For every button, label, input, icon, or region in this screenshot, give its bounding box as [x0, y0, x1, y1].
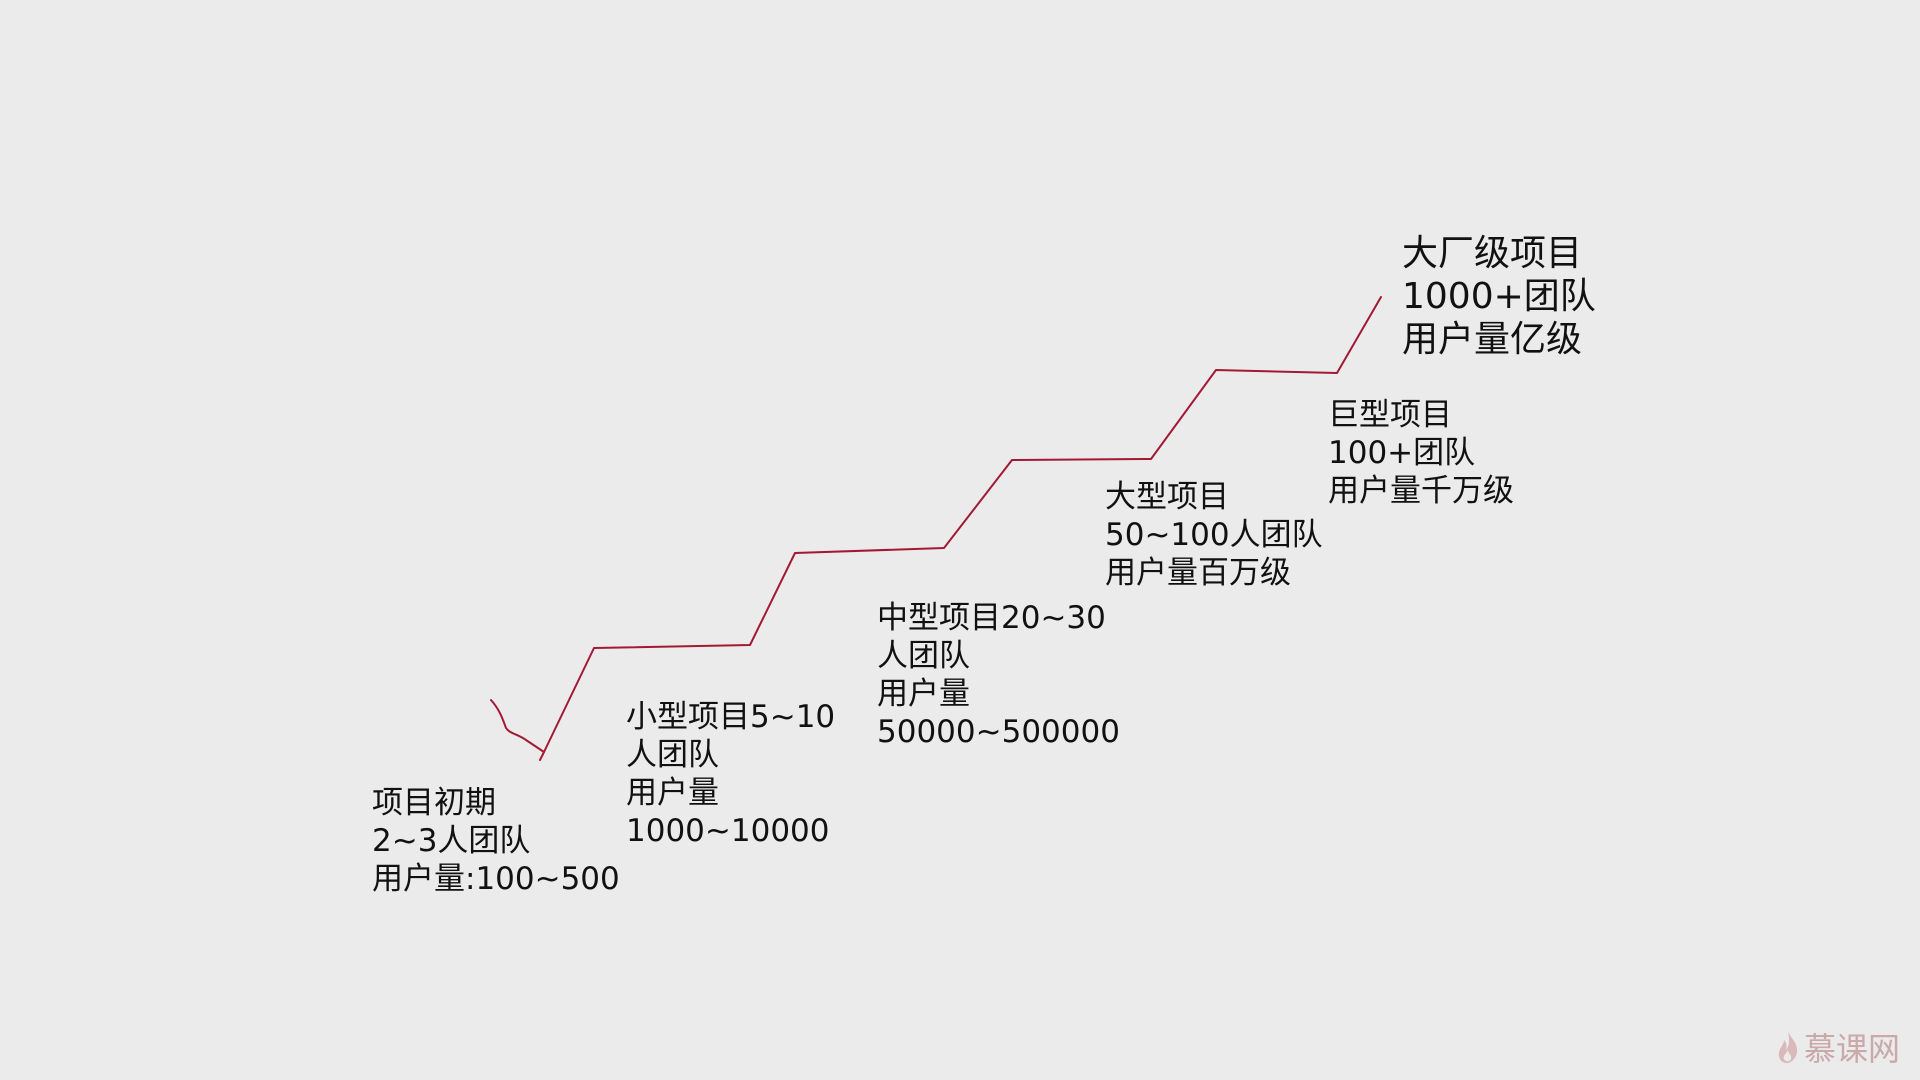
- stage-label-line: 用户量亿级: [1402, 319, 1583, 360]
- stage-label-line: 50000~500000: [877, 714, 1120, 750]
- stage-label-medium: 中型项目20~30 人团队 用户量 50000~500000: [877, 599, 1120, 751]
- stair-path: [543, 296, 1382, 753]
- stage-label-line: 人团队: [877, 638, 970, 674]
- watermark-logo: 慕课网: [1776, 1024, 1900, 1070]
- stage-label-line: 小型项目5~10: [626, 699, 836, 735]
- stage-label-line: 2~3人团队: [372, 823, 531, 859]
- stage-label-line: 用户量: [877, 676, 970, 712]
- stage-label-line: 用户量: [626, 775, 719, 811]
- stage-label-line: 用户量千万级: [1328, 473, 1514, 509]
- stage-label-large: 大型项目 50~100人团队 用户量百万级: [1105, 478, 1323, 592]
- stage-label-huge: 巨型项目 100+团队 用户量千万级: [1328, 396, 1514, 510]
- stage-label-line: 1000~10000: [626, 813, 830, 849]
- stage-label-line: 大厂级项目: [1402, 233, 1583, 274]
- start-tick: [490, 699, 545, 761]
- stage-label-line: 用户量:100~500: [372, 861, 620, 897]
- stage-label-line: 中型项目20~30: [877, 600, 1106, 636]
- stage-label-line: 项目初期: [372, 785, 496, 821]
- stage-label-line: 用户量百万级: [1105, 555, 1291, 591]
- stage-label-small: 小型项目5~10 人团队 用户量 1000~10000: [626, 698, 835, 850]
- stage-label-line: 巨型项目: [1328, 397, 1452, 433]
- stage-label-early: 项目初期 2~3人团队 用户量:100~500: [372, 784, 620, 898]
- stage-label-enterprise: 大厂级项目 1000+团队 用户量亿级: [1402, 232, 1596, 361]
- watermark-text: 慕课网: [1803, 1030, 1900, 1068]
- stage-label-line: 大型项目: [1105, 479, 1229, 515]
- stage-label-line: 100+团队: [1328, 435, 1476, 471]
- stage-label-line: 人团队: [626, 737, 719, 773]
- stage-label-line: 50~100人团队: [1105, 517, 1323, 553]
- flame-icon: [1778, 1031, 1798, 1063]
- stage-label-line: 1000+团队: [1402, 276, 1596, 317]
